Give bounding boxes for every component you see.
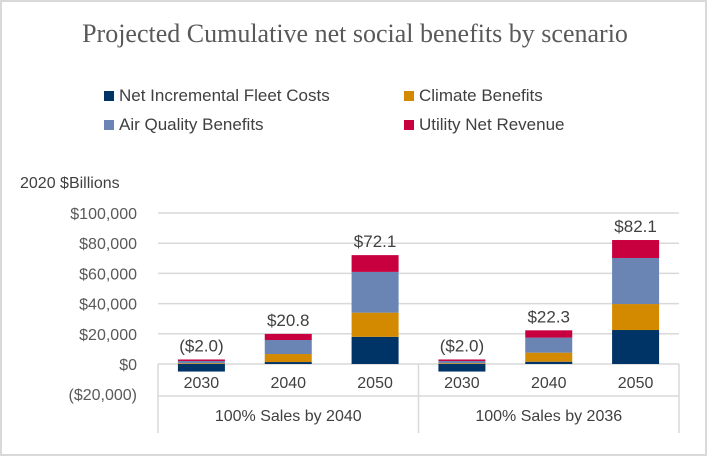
y-axis-title: 2020 $Billions xyxy=(20,175,120,192)
x-tick-label: 2030 xyxy=(184,375,220,392)
chart-title: Projected Cumulative net social benefits… xyxy=(82,19,628,48)
y-tick-label: $0 xyxy=(119,357,137,374)
x-tick-label: 2050 xyxy=(357,375,393,392)
bar-segment-air-quality-benefits xyxy=(351,271,399,313)
bar-segment-net-incremental-fleet-costs xyxy=(612,330,660,364)
x-tick-label: 2030 xyxy=(444,375,480,392)
bar-segment-air-quality-benefits xyxy=(438,360,486,364)
x-tick-label: 2040 xyxy=(531,375,567,392)
legend-swatch-icon xyxy=(404,120,414,130)
y-tick-label: $60,000 xyxy=(79,266,137,283)
bar-segment-utility-net-revenue xyxy=(438,359,486,361)
bar-segment-net-incremental-fleet-costs xyxy=(177,364,225,372)
bar-segment-air-quality-benefits xyxy=(264,339,312,355)
y-tick-label: $80,000 xyxy=(79,236,137,253)
data-label-total: ($2.0) xyxy=(440,336,484,355)
legend-item-net-incremental-fleet-costs: Net Incremental Fleet Costs xyxy=(104,86,330,106)
legend-swatch-icon xyxy=(404,91,414,101)
legend-swatch-icon xyxy=(104,120,114,130)
bar-segment-net-incremental-fleet-costs xyxy=(264,362,312,364)
legend-label: Air Quality Benefits xyxy=(119,115,264,134)
x-group-label: 100% Sales by 2036 xyxy=(475,408,622,425)
bar-segment-climate-benefits xyxy=(351,312,399,337)
bar-segment-climate-benefits xyxy=(177,363,225,364)
bar-segment-utility-net-revenue xyxy=(612,240,660,258)
legend-label: Utility Net Revenue xyxy=(419,115,565,134)
bar-segment-air-quality-benefits xyxy=(177,360,225,364)
legend-item-climate-benefits: Climate Benefits xyxy=(404,86,543,106)
legend-label: Climate Benefits xyxy=(419,86,543,105)
bar-segment-utility-net-revenue xyxy=(177,359,225,361)
y-tick-label: ($20,000) xyxy=(69,387,138,404)
bar-segment-climate-benefits xyxy=(438,363,486,364)
bar-segment-climate-benefits xyxy=(525,352,573,362)
x-group-label: 100% Sales by 2040 xyxy=(215,408,362,425)
y-tick-label: $100,000 xyxy=(70,206,137,223)
data-label-total: $82.1 xyxy=(614,217,657,236)
data-label-total: ($2.0) xyxy=(179,336,223,355)
data-label-total: $22.3 xyxy=(527,307,570,326)
bar-segment-climate-benefits xyxy=(612,304,660,331)
bar-segment-utility-net-revenue xyxy=(351,255,399,272)
bar-segment-utility-net-revenue xyxy=(525,330,573,338)
legend-item-air-quality-benefits: Air Quality Benefits xyxy=(104,115,264,135)
bar-segment-air-quality-benefits xyxy=(525,337,573,353)
bar-segment-utility-net-revenue xyxy=(264,333,312,340)
y-tick-label: $20,000 xyxy=(79,327,137,344)
bar-segment-net-incremental-fleet-costs xyxy=(525,361,573,364)
bar-segment-net-incremental-fleet-costs xyxy=(438,364,486,372)
data-label-total: $72.1 xyxy=(354,232,397,251)
bar-segment-net-incremental-fleet-costs xyxy=(351,336,399,364)
data-label-total: $20.8 xyxy=(267,311,310,330)
x-tick-label: 2050 xyxy=(618,375,654,392)
bar-segment-climate-benefits xyxy=(264,354,312,363)
legend-swatch-icon xyxy=(104,91,114,101)
x-tick-label: 2040 xyxy=(270,375,306,392)
legend-label: Net Incremental Fleet Costs xyxy=(119,86,330,105)
legend-item-utility-net-revenue: Utility Net Revenue xyxy=(404,115,565,135)
bar-segment-air-quality-benefits xyxy=(612,257,660,305)
y-tick-label: $40,000 xyxy=(79,297,137,314)
